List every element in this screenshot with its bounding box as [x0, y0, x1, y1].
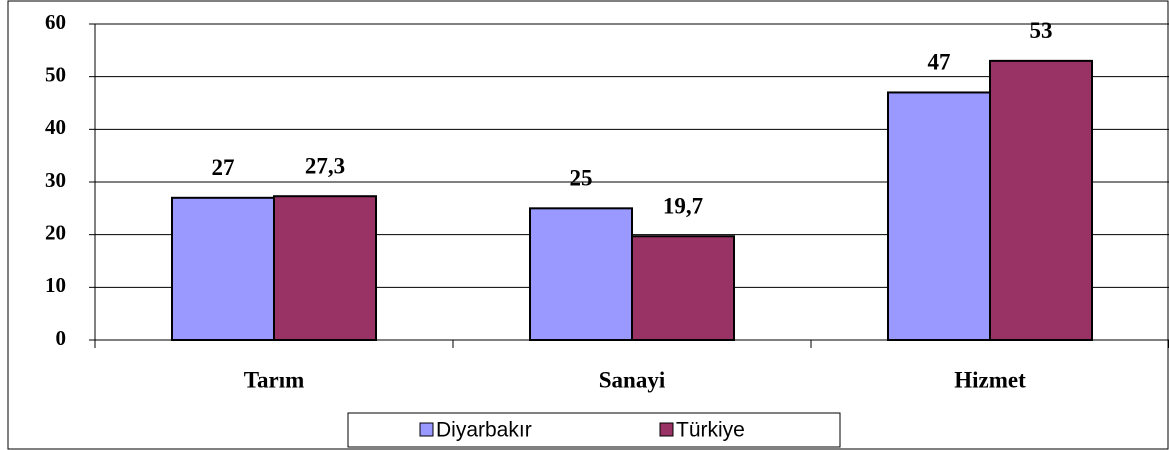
y-tick-label: 50	[45, 62, 66, 86]
legend-swatch	[419, 422, 434, 437]
y-tick-label: 60	[45, 10, 66, 34]
x-tick-label: Hizmet	[954, 367, 1026, 392]
bar	[989, 59, 1093, 341]
bar	[529, 207, 633, 341]
y-tick-label: 10	[45, 273, 66, 297]
bar	[171, 196, 275, 341]
x-tick-label: Tarım	[244, 367, 305, 392]
bar	[631, 235, 735, 342]
value-label: 47	[928, 50, 951, 75]
value-label: 19,7	[663, 194, 703, 219]
chart-border	[7, 0, 1169, 450]
y-tick-label: 0	[56, 326, 67, 350]
y-tick-label: 30	[45, 168, 66, 192]
y-tick-label: 20	[45, 220, 66, 244]
value-label: 27,3	[305, 154, 345, 179]
legend-swatch	[659, 422, 674, 437]
legend-label: Diyarbakır	[436, 419, 532, 442]
bar	[273, 195, 377, 341]
value-label: 53	[1030, 18, 1053, 43]
bar	[887, 91, 991, 342]
value-label: 27	[212, 155, 235, 180]
legend-label: Türkiye	[676, 419, 745, 442]
x-tick-label: Sanayi	[599, 367, 666, 392]
value-label: 25	[570, 166, 593, 191]
y-tick-label: 40	[45, 115, 66, 139]
